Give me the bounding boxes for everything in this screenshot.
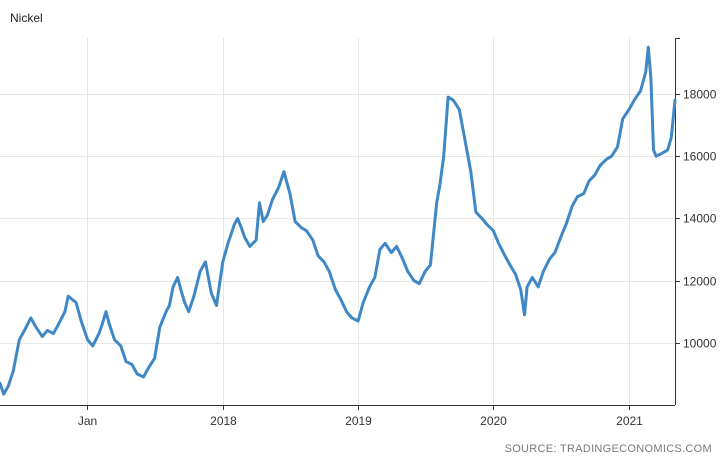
x-tick-label: 2018 xyxy=(210,414,237,428)
nickel-price-line xyxy=(0,45,677,396)
x-tick-label: 2020 xyxy=(480,414,507,428)
y-tick-label: 14000 xyxy=(683,212,717,226)
x-tick-label: Jan xyxy=(78,414,97,428)
grid-lines xyxy=(0,38,675,405)
y-tick-label: 16000 xyxy=(683,150,717,164)
y-tick-label: 10000 xyxy=(683,337,717,351)
axes xyxy=(0,38,680,410)
series-layer xyxy=(0,45,677,396)
source-label: SOURCE: TRADINGECONOMICS.COM xyxy=(505,443,712,455)
x-tick-label: 2019 xyxy=(345,414,372,428)
y-tick-label: 12000 xyxy=(683,275,717,289)
x-tick-label: 2021 xyxy=(616,414,643,428)
chart-title: Nickel xyxy=(10,11,43,25)
y-tick-label: 18000 xyxy=(683,88,717,102)
tick-labels: 10000 12000 14000 16000 18000 Jan 2018 2019 2020… xyxy=(78,88,717,429)
